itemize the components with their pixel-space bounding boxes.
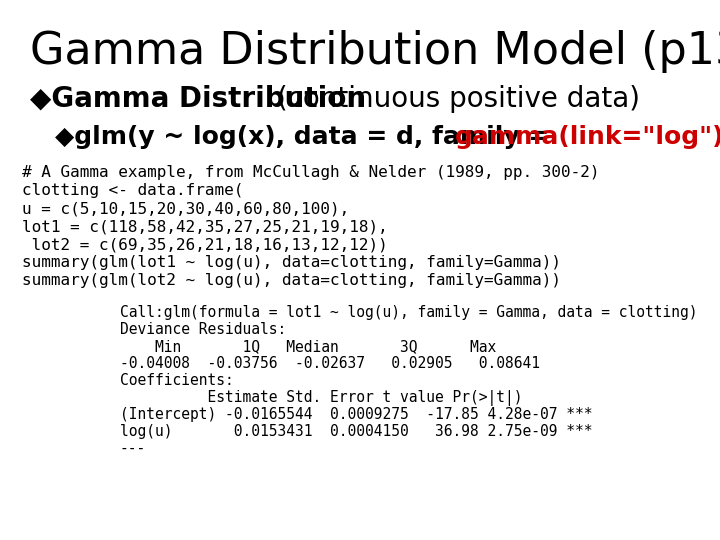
Text: ◆Gamma Distribution: ◆Gamma Distribution (30, 85, 366, 113)
Text: lot1 = c(118,58,42,35,27,25,21,19,18),: lot1 = c(118,58,42,35,27,25,21,19,18), (22, 219, 388, 234)
Text: ---: --- (120, 441, 146, 456)
Text: gamma(link="log"): gamma(link="log") (455, 125, 720, 149)
Text: Deviance Residuals:: Deviance Residuals: (120, 322, 287, 337)
Text: Min       1Q   Median       3Q      Max: Min 1Q Median 3Q Max (120, 339, 496, 354)
Text: (Intercept) -0.0165544  0.0009275  -17.85 4.28e-07 ***: (Intercept) -0.0165544 0.0009275 -17.85 … (120, 407, 593, 422)
Text: lot2 = c(69,35,26,21,18,16,13,12,12)): lot2 = c(69,35,26,21,18,16,13,12,12)) (22, 237, 388, 252)
Text: ◆glm(y ~ log(x), data = d, family =: ◆glm(y ~ log(x), data = d, family = (55, 125, 558, 149)
Text: summary(glm(lot1 ~ log(u), data=clotting, family=Gamma)): summary(glm(lot1 ~ log(u), data=clotting… (22, 255, 561, 270)
Text: Call:glm(formula = lot1 ~ log(u), family = Gamma, data = clotting): Call:glm(formula = lot1 ~ log(u), family… (120, 305, 698, 320)
Text: u = c(5,10,15,20,30,40,60,80,100),: u = c(5,10,15,20,30,40,60,80,100), (22, 201, 349, 216)
Text: (continuous positive data): (continuous positive data) (268, 85, 640, 113)
Text: clotting <- data.frame(: clotting <- data.frame( (22, 183, 243, 198)
Text: -0.04008  -0.03756  -0.02637   0.02905   0.08641: -0.04008 -0.03756 -0.02637 0.02905 0.086… (120, 356, 540, 371)
Text: Coefficients:: Coefficients: (120, 373, 234, 388)
Text: log(u)       0.0153431  0.0004150   36.98 2.75e-09 ***: log(u) 0.0153431 0.0004150 36.98 2.75e-0… (120, 424, 593, 439)
Text: summary(glm(lot2 ~ log(u), data=clotting, family=Gamma)): summary(glm(lot2 ~ log(u), data=clotting… (22, 273, 561, 288)
Text: Estimate Std. Error t value Pr(>|t|): Estimate Std. Error t value Pr(>|t|) (120, 390, 523, 406)
Text: Gamma Distribution Model (p138): Gamma Distribution Model (p138) (30, 30, 720, 73)
Text: # A Gamma example, from McCullagh & Nelder (1989, pp. 300-2): # A Gamma example, from McCullagh & Neld… (22, 165, 600, 180)
